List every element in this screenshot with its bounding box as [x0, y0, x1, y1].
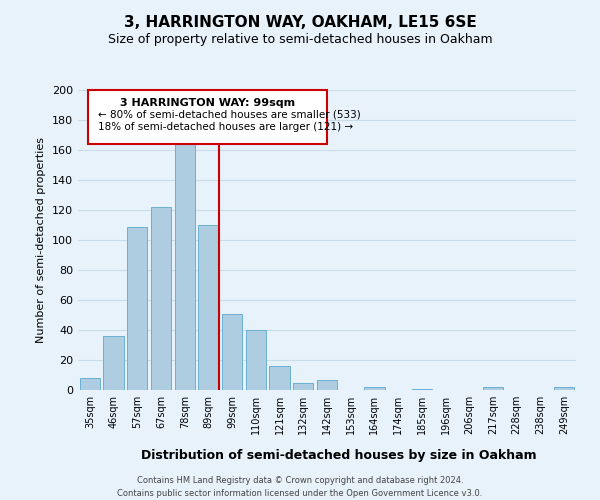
Bar	[246, 330, 266, 390]
Text: Size of property relative to semi-detached houses in Oakham: Size of property relative to semi-detach…	[107, 32, 493, 46]
Bar	[222, 314, 242, 390]
Text: ← 80% of semi-detached houses are smaller (533): ← 80% of semi-detached houses are smalle…	[98, 110, 361, 120]
Bar	[103, 336, 124, 390]
FancyBboxPatch shape	[88, 90, 327, 144]
Text: 3, HARRINGTON WAY, OAKHAM, LE15 6SE: 3, HARRINGTON WAY, OAKHAM, LE15 6SE	[124, 15, 476, 30]
Text: 3 HARRINGTON WAY: 99sqm: 3 HARRINGTON WAY: 99sqm	[120, 98, 295, 108]
Text: Distribution of semi-detached houses by size in Oakham: Distribution of semi-detached houses by …	[141, 450, 537, 462]
Text: 18% of semi-detached houses are larger (121) →: 18% of semi-detached houses are larger (…	[98, 122, 353, 132]
Bar	[317, 380, 337, 390]
Bar	[483, 387, 503, 390]
Bar	[199, 225, 218, 390]
Bar	[269, 366, 290, 390]
Y-axis label: Number of semi-detached properties: Number of semi-detached properties	[37, 137, 46, 343]
Bar	[293, 382, 313, 390]
Bar	[554, 387, 574, 390]
Bar	[364, 387, 385, 390]
Bar	[151, 207, 171, 390]
Bar	[175, 144, 195, 390]
Bar	[412, 388, 432, 390]
Bar	[80, 378, 100, 390]
Text: Contains HM Land Registry data © Crown copyright and database right 2024.
Contai: Contains HM Land Registry data © Crown c…	[118, 476, 482, 498]
Bar	[127, 226, 148, 390]
